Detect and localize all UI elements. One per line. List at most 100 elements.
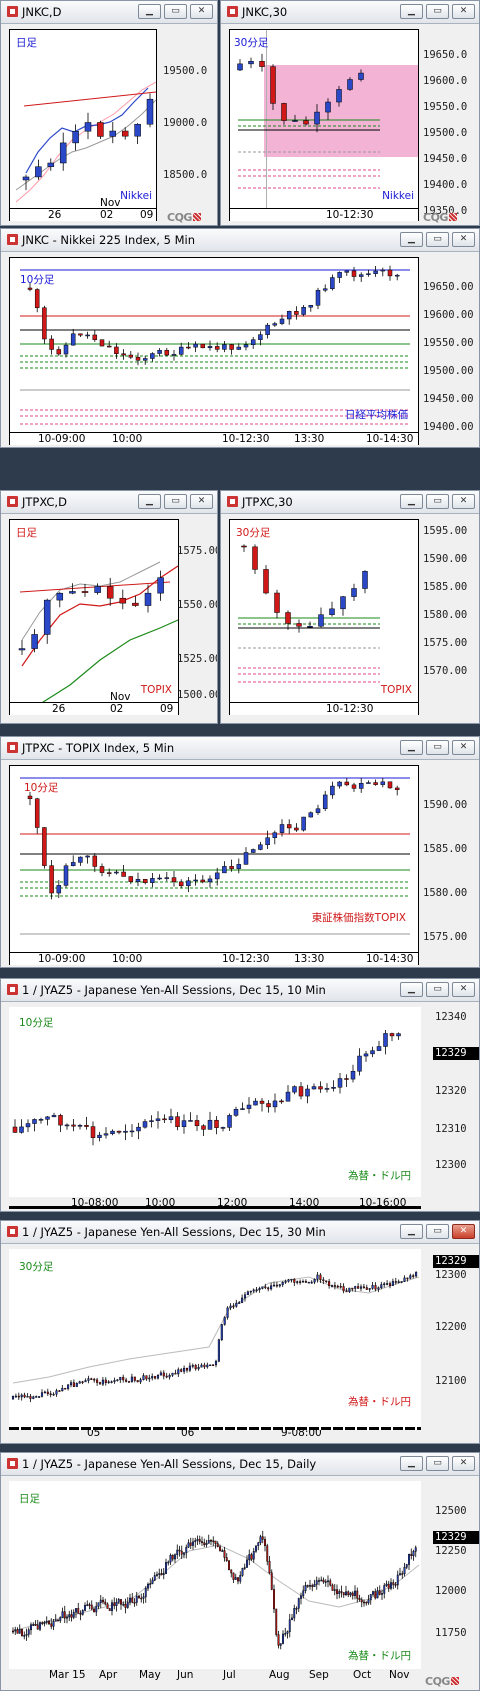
title-bar[interactable]: 1 / JYAZ5 - Japanese Yen-All Sessions, D…	[1, 1221, 479, 1244]
candle-body	[70, 1614, 73, 1618]
title-bar[interactable]: JTPXC,30 ▁ ▭ ✕	[221, 491, 479, 514]
candle-body	[310, 1281, 313, 1284]
minimize-button[interactable]: ▁	[138, 4, 161, 19]
last-price-label: 12329	[433, 1255, 479, 1268]
y-tick: 1500.00	[177, 689, 218, 701]
candle-body	[131, 1597, 134, 1603]
plot-area[interactable]: 10分足 東証株価指数TOPIX	[9, 765, 419, 953]
candle-body	[257, 1542, 260, 1546]
chart-window-jtpxc-daily[interactable]: JTPXC,D ▁ ▭ ✕ 日足 TOPIX 1575.00 1550.00 1…	[0, 490, 218, 724]
candle-body	[87, 1378, 90, 1381]
x-tick: 10-12:30	[222, 433, 270, 445]
chart-window-jya-daily[interactable]: 1 / JYAZ5 - Japanese Yen-All Sessions, D…	[0, 1452, 480, 1691]
minimize-button[interactable]: ▁	[400, 4, 423, 19]
title-bar[interactable]: JTPXC - TOPIX Index, 5 Min ▁ ▭ ✕	[1, 737, 479, 760]
candle-body	[176, 1549, 179, 1555]
candle-body	[38, 1396, 41, 1398]
chart-window-jnkc-daily[interactable]: JNKC,D ▁ ▭ ✕ 日足 Nikkei 19500.0 19000.0 1…	[0, 0, 218, 226]
candle-body	[133, 1601, 136, 1604]
maximize-button[interactable]: ▭	[426, 232, 449, 247]
title-bar[interactable]: JNKC,D ▁ ▭ ✕	[1, 1, 217, 24]
candle-body	[203, 1542, 206, 1546]
maximize-button[interactable]: ▭	[426, 1456, 449, 1471]
index-label: TOPIX	[140, 684, 172, 696]
candle-body	[81, 1381, 84, 1383]
maximize-icon: ▭	[433, 6, 442, 16]
candle-body	[120, 1599, 122, 1605]
candle-body	[187, 1542, 190, 1548]
close-button[interactable]: ✕	[190, 494, 213, 509]
close-button[interactable]: ✕	[452, 4, 475, 19]
chart-window-jnkc-5min[interactable]: JNKC - Nikkei 225 Index, 5 Min ▁ ▭ ✕ 10分…	[0, 228, 480, 448]
close-button[interactable]: ✕	[452, 232, 475, 247]
candle-body	[121, 353, 126, 356]
plot-area[interactable]: 30分足 為替・ドル円	[9, 1249, 421, 1429]
close-button[interactable]: ✕	[452, 494, 475, 509]
candle-body	[322, 288, 328, 291]
candle-body	[178, 881, 184, 887]
minimize-button[interactable]: ▁	[400, 982, 423, 997]
candle-body	[279, 1100, 284, 1103]
plot-area[interactable]: 30分足 TOPIX	[229, 519, 419, 703]
minimize-button[interactable]: ▁	[138, 494, 161, 509]
x-tick: 09	[140, 209, 154, 221]
candle-body	[136, 1126, 141, 1132]
candle-body	[373, 270, 378, 274]
x-tick: Nov	[110, 691, 131, 703]
close-button[interactable]: ✕	[452, 982, 475, 997]
title-bar[interactable]: JNKC,30 ▁ ▭ ✕	[221, 1, 479, 24]
candle-body	[301, 1281, 305, 1283]
minimize-icon: ▁	[408, 984, 415, 994]
plot-area[interactable]: 日足 Nikkei	[9, 29, 157, 209]
maximize-button[interactable]: ▭	[164, 494, 187, 509]
minimize-button[interactable]: ▁	[400, 232, 423, 247]
close-button[interactable]: ✕	[190, 4, 213, 19]
title-bar[interactable]: 1 / JYAZ5 - Japanese Yen-All Sessions, D…	[1, 1453, 479, 1476]
candle-body	[330, 785, 335, 796]
minimize-button[interactable]: ▁	[400, 1224, 423, 1239]
plot-area[interactable]: 日足 TOPIX	[9, 519, 179, 703]
price-chart	[238, 544, 380, 683]
maximize-button[interactable]: ▭	[426, 740, 449, 755]
candle-body	[97, 122, 104, 137]
minimize-button[interactable]: ▁	[400, 494, 423, 509]
candle-body	[81, 591, 89, 593]
minimize-button[interactable]: ▁	[400, 1456, 423, 1471]
candle-body	[305, 1088, 310, 1097]
plot-area[interactable]: 30分足 Nikkei	[229, 29, 419, 209]
close-button[interactable]: ✕	[452, 740, 475, 755]
title-bar[interactable]: JNKC - Nikkei 225 Index, 5 Min ▁ ▭ ✕	[1, 229, 479, 252]
candle-body	[101, 1379, 104, 1385]
candle-body	[243, 344, 249, 348]
chart-window-jnkc-30min[interactable]: JNKC,30 ▁ ▭ ✕ 30分足 Nikkei 19650.0 19600.…	[220, 0, 480, 226]
candle-body	[201, 1541, 203, 1543]
chart-window-jya-30min[interactable]: 1 / JYAZ5 - Japanese Yen-All Sessions, D…	[0, 1220, 480, 1444]
chart-window-jya-10min[interactable]: 1 / JYAZ5 - Japanese Yen-All Sessions, D…	[0, 978, 480, 1212]
candle-body	[132, 602, 139, 606]
maximize-button[interactable]: ▭	[426, 1224, 449, 1239]
chart-window-jtpxc-30min[interactable]: JTPXC,30 ▁ ▭ ✕ 30分足 TOPIX 1595.00 1590.0…	[220, 490, 480, 724]
plot-area[interactable]: 10分足 日経平均株価	[9, 257, 419, 433]
plot-area[interactable]: 日足 為替・ドル円	[9, 1481, 421, 1669]
y-tick: 1585.00	[423, 581, 468, 593]
plot-area[interactable]: 10分足 為替・ドル円	[9, 1007, 421, 1197]
maximize-button[interactable]: ▭	[426, 4, 449, 19]
close-button[interactable]: ✕	[452, 1224, 475, 1239]
candle-body	[301, 816, 306, 831]
maximize-button[interactable]: ▭	[164, 4, 187, 19]
title-bar[interactable]: JTPXC,D ▁ ▭ ✕	[1, 491, 217, 514]
maximize-button[interactable]: ▭	[426, 982, 449, 997]
candle-body	[255, 1545, 257, 1552]
candle-body	[273, 1589, 275, 1610]
chart-window-jtpxc-5min[interactable]: JTPXC - TOPIX Index, 5 Min ▁ ▭ ✕ 10分足 東証…	[0, 736, 480, 968]
candle-body	[144, 592, 152, 606]
candle-body	[107, 1381, 110, 1384]
close-icon: ✕	[459, 1458, 468, 1468]
candle-body	[98, 1382, 102, 1385]
close-button[interactable]: ✕	[452, 1456, 475, 1471]
candle-body	[293, 1278, 296, 1283]
title-bar[interactable]: 1 / JYAZ5 - Japanese Yen-All Sessions, D…	[1, 979, 479, 1002]
candle-body	[299, 1281, 302, 1283]
minimize-button[interactable]: ▁	[400, 740, 423, 755]
maximize-button[interactable]: ▭	[426, 494, 449, 509]
